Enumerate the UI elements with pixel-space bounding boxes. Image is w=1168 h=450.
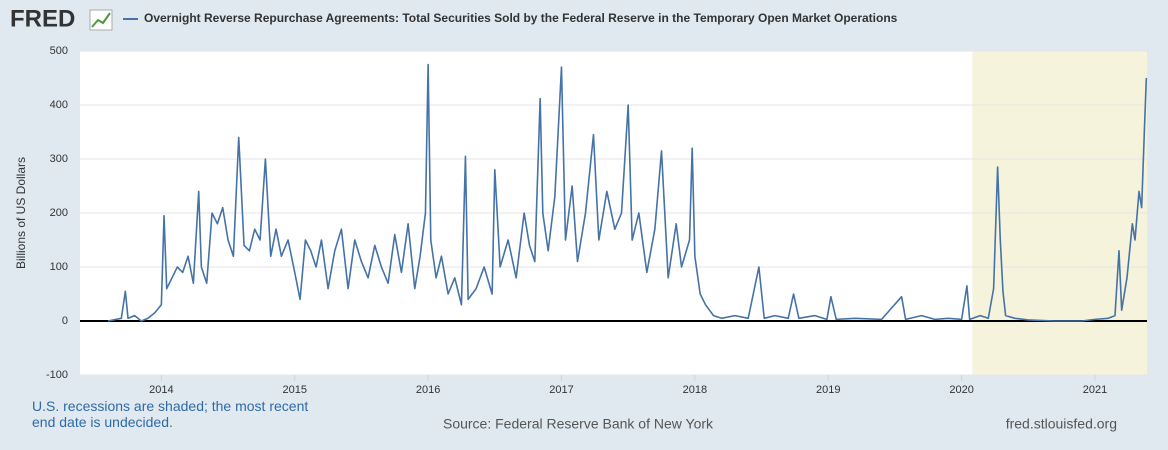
y-axis-label: Billions of US Dollars: [14, 157, 28, 269]
x-tick-label: 2021: [1083, 384, 1107, 396]
x-tick-label: 2017: [549, 384, 573, 396]
recession-note: U.S. recessions are shaded; the most rec…: [32, 398, 309, 430]
y-tick-label: 500: [50, 45, 68, 57]
y-tick-label: 300: [50, 153, 68, 165]
y-tick-label: 100: [50, 261, 68, 273]
x-tick-label: 2019: [816, 384, 840, 396]
y-tick-label: -100: [46, 369, 68, 381]
y-tick-label: 0: [62, 315, 68, 327]
x-tick-label: 2016: [416, 384, 440, 396]
x-tick-label: 2020: [949, 384, 973, 396]
series-line: [107, 63, 1148, 322]
logo: FRED: [10, 5, 75, 32]
y-tick-label: 200: [50, 207, 68, 219]
x-tick-label: 2018: [683, 384, 707, 396]
x-tick-label: 2014: [149, 384, 173, 396]
x-tick-label: 2015: [282, 384, 306, 396]
logo-icon: [89, 9, 113, 31]
legend-label: Overnight Reverse Repurchase Agreements:…: [144, 11, 898, 25]
site: fred.stlouisfed.org: [1006, 416, 1117, 432]
y-tick-label: 400: [50, 99, 68, 111]
source: Source: Federal Reserve Bank of New York: [443, 416, 714, 432]
note-box: U.S. recessions are shaded; the most rec…: [32, 398, 309, 430]
